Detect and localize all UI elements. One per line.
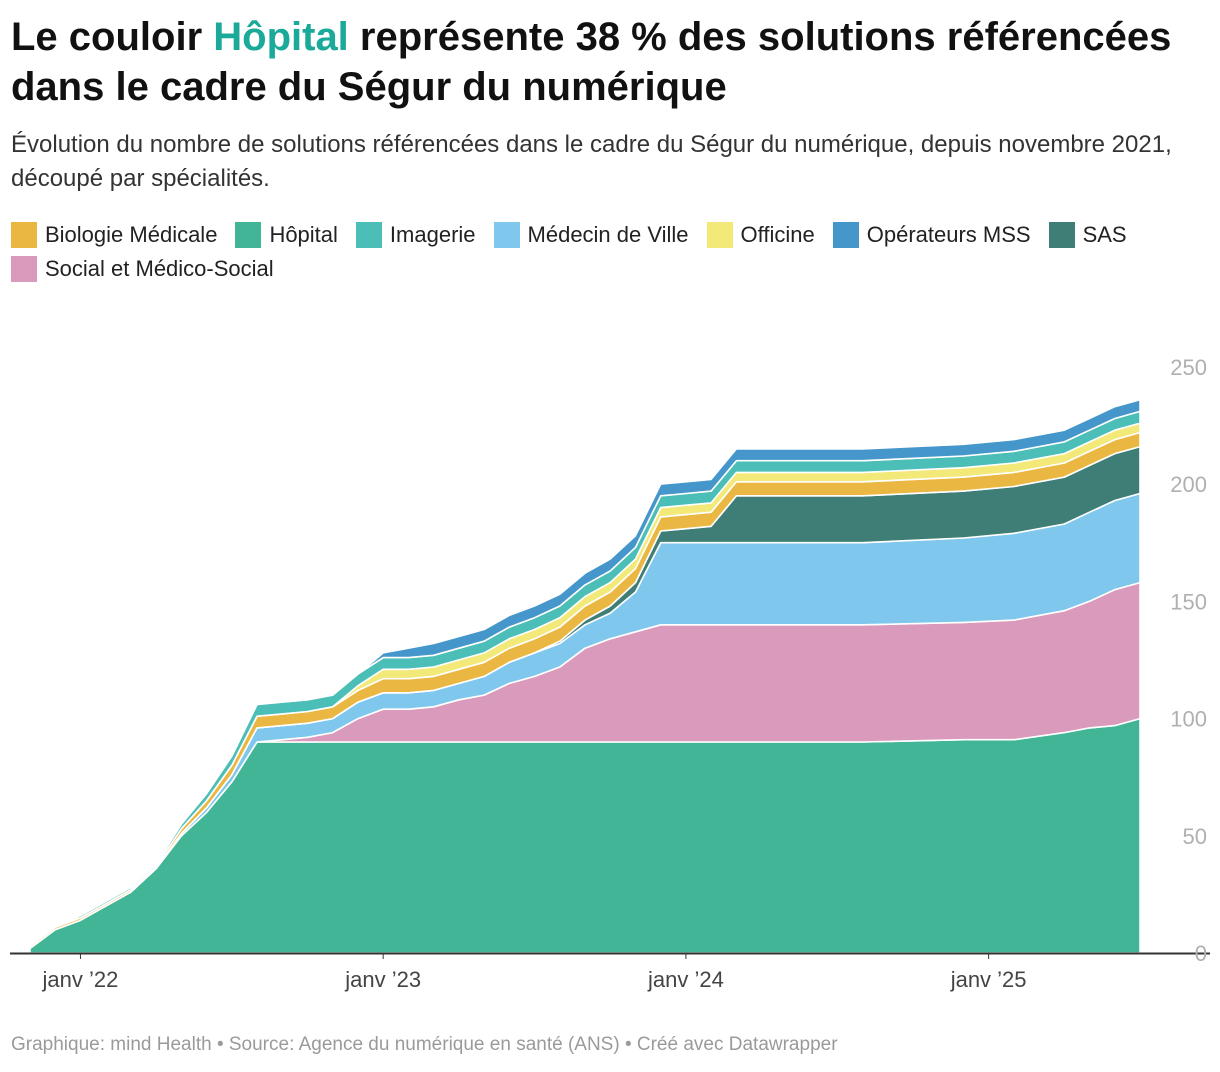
title-part-1: Le couloir xyxy=(11,15,214,59)
y-tick-label: 0 xyxy=(1195,941,1207,966)
legend-label: Médecin de Ville xyxy=(527,222,689,247)
legend-label: Officine xyxy=(740,222,815,247)
legend: Biologie Médicale Hôpital Imagerie Médecin … xyxy=(11,221,1211,283)
area-operateurs-mss xyxy=(29,398,1141,947)
legend-item-sas: SAS xyxy=(1048,221,1127,249)
legend-label: SAS xyxy=(1082,222,1127,247)
legend-item-biologie-medicale: Biologie Médicale xyxy=(11,221,217,249)
legend-label: Hôpital xyxy=(269,222,338,247)
y-tick-label: 200 xyxy=(1170,472,1207,497)
legend-swatch xyxy=(235,222,262,248)
title-part-2: représente 38 % des solutions référencée… xyxy=(11,15,1172,109)
stacked-area-chart: 0 50 100 150 200 250 janv ’22 janv ’23 janv ’24 j… xyxy=(10,355,1210,992)
legend-swatch xyxy=(1048,222,1075,248)
title-highlight: Hôpital xyxy=(213,15,349,59)
legend-item-medecin-de-ville: Médecin de Ville xyxy=(493,221,689,249)
legend-label: Biologie Médicale xyxy=(45,222,218,247)
legend-swatch xyxy=(706,222,733,248)
legend-label: Social et Médico-Social xyxy=(45,256,274,281)
legend-item-officine: Officine xyxy=(706,221,815,249)
y-tick-label: 50 xyxy=(1183,824,1207,849)
chart-title: Le couloir Hôpital représente 38 % des s… xyxy=(11,12,1201,112)
legend-swatch xyxy=(11,256,37,282)
legend-swatch xyxy=(355,222,382,248)
x-tick-label: janv ’22 xyxy=(42,967,119,992)
legend-swatch xyxy=(11,222,37,248)
area-hopital xyxy=(29,717,1141,954)
legend-item-hopital: Hôpital xyxy=(235,221,338,249)
legend-swatch xyxy=(832,222,859,248)
chart-subtitle: Évolution du nombre de solutions référen… xyxy=(11,131,1172,192)
legend-swatch xyxy=(493,222,520,248)
legend-item-imagerie: Imagerie xyxy=(355,221,476,249)
legend-label: Imagerie xyxy=(389,222,476,247)
y-tick-label: 250 xyxy=(1170,355,1207,380)
legend-item-social-et-medico-social: Social et Médico-Social xyxy=(11,255,274,283)
x-tick-label: janv ’25 xyxy=(950,967,1027,992)
legend-item-operateurs-mss: Opérateurs MSS xyxy=(832,221,1031,249)
x-tick-label: janv ’23 xyxy=(344,967,421,992)
legend-label: Opérateurs MSS xyxy=(866,222,1031,247)
footer-credits: Graphique: mind Health • Source: Agence … xyxy=(11,1034,838,1055)
y-tick-label: 100 xyxy=(1170,707,1207,732)
y-tick-label: 150 xyxy=(1170,589,1207,614)
x-tick-label: janv ’24 xyxy=(647,967,724,992)
